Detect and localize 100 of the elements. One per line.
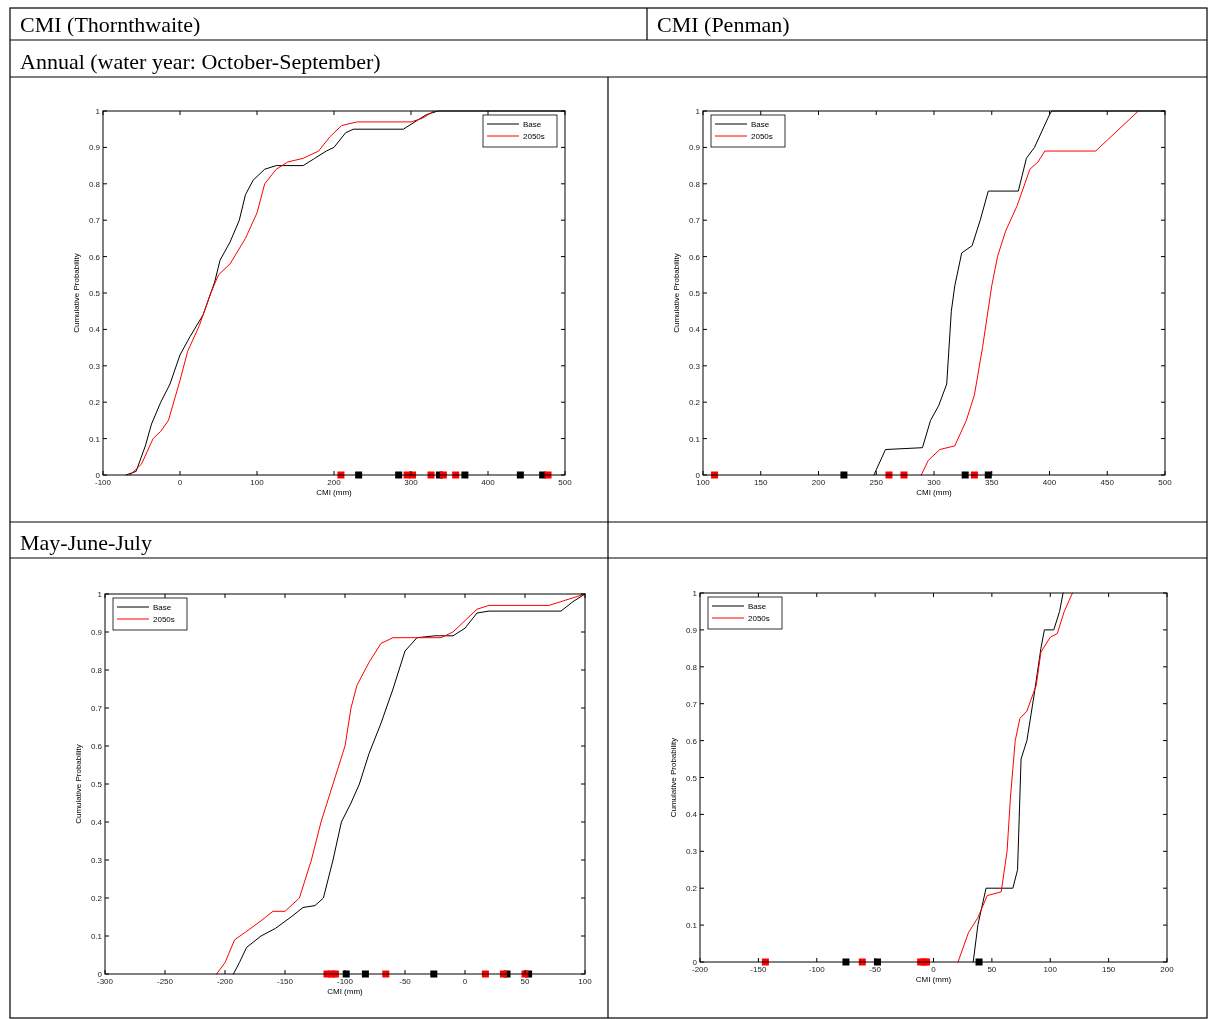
x-tick-label: -250	[156, 977, 174, 986]
y-tick-label: 0.8	[685, 662, 698, 672]
y-tick-label: 0.3	[90, 856, 103, 865]
y-axis-title: Cumulative Probability	[669, 737, 678, 818]
y-axis-title: Cumulative Probability	[672, 253, 681, 333]
y-tick-label: 0.2	[90, 894, 103, 903]
legend-label: Base	[523, 120, 542, 129]
x-tick-label: 50	[520, 977, 530, 986]
x-tick-label: 500	[1158, 478, 1173, 487]
x-tick-label: 100	[1043, 965, 1058, 974]
y-tick-label: 0.1	[90, 932, 103, 941]
y-tick-label: 0.1	[88, 434, 101, 444]
x-tick-label: 0	[462, 977, 468, 986]
y-tick-label: 0.8	[88, 179, 101, 189]
y-tick-label: 1	[695, 107, 701, 116]
y-tick-label: 1	[692, 589, 698, 598]
x-tick-label: -50	[869, 965, 882, 974]
x-axis-title: CMI (mm)	[316, 488, 353, 497]
x-tick-label: 100	[250, 478, 265, 487]
text: CMI (Penman)	[657, 12, 790, 37]
x-tick-label: 400	[481, 478, 496, 487]
x-tick-label: -100	[808, 965, 826, 974]
text: Annual (water year: October-September)	[20, 49, 381, 74]
y-tick-label: 0	[692, 958, 698, 967]
y-tick-label: 0.3	[88, 361, 101, 371]
x-axis-title: CMI (mm)	[327, 987, 364, 996]
text: May-June-July	[20, 530, 152, 555]
x-tick-label: -150	[750, 965, 767, 974]
y-tick-label: 0.4	[685, 810, 698, 820]
y-tick-label: 0.5	[88, 289, 101, 298]
x-tick-label: -100	[336, 977, 354, 986]
line-series	[957, 592, 1073, 963]
x-tick-label: -200	[691, 965, 709, 974]
x-tick-label: 150	[1101, 965, 1116, 974]
y-tick-label: 0.4	[88, 325, 101, 335]
legend-label: Base	[751, 120, 770, 129]
x-tick-label: 200	[1160, 965, 1175, 974]
x-tick-label: 250	[869, 478, 884, 487]
legend-label: Base	[748, 602, 767, 611]
y-tick-label: 0.8	[688, 179, 701, 189]
y-tick-label: 0.6	[90, 742, 103, 751]
y-tick-label: 0.6	[688, 252, 701, 262]
x-tick-label: 100	[696, 478, 711, 487]
legend-label: Base	[153, 603, 172, 612]
y-tick-label: 0.4	[688, 325, 701, 335]
x-tick-label: 200	[811, 478, 826, 487]
x-tick-label: 100	[578, 977, 593, 986]
y-tick-label: 0.3	[685, 847, 698, 857]
y-tick-label: 0.9	[688, 143, 701, 153]
y-tick-label: 0.7	[90, 704, 103, 713]
y-axis-title: Cumulative Probability	[72, 253, 81, 333]
x-tick-label: 350	[985, 478, 999, 487]
legend-label: 2050s	[153, 615, 175, 624]
x-tick-label: 50	[987, 965, 997, 974]
y-tick-label: 0	[695, 471, 701, 480]
x-tick-label: 400	[1042, 478, 1057, 487]
x-tick-label: -150	[276, 977, 294, 986]
y-tick-label: 0.9	[90, 628, 103, 637]
y-tick-label: 0	[95, 471, 101, 480]
x-tick-label: -50	[399, 977, 412, 986]
x-tick-label: 0	[931, 965, 937, 974]
x-tick-label: 300	[927, 478, 942, 487]
y-tick-label: 0.7	[685, 699, 698, 709]
line-series	[129, 110, 435, 476]
y-tick-label: 0.2	[685, 884, 698, 894]
y-tick-label: 0.9	[685, 625, 698, 635]
y-tick-label: 0.1	[688, 434, 701, 444]
y-tick-label: 0.5	[688, 289, 701, 298]
x-tick-label: -100	[94, 478, 112, 487]
legend-label: 2050s	[748, 614, 770, 623]
legend-label: 2050s	[523, 132, 545, 141]
y-tick-label: 0.8	[90, 666, 103, 675]
y-tick-label: 0.5	[90, 780, 103, 789]
y-tick-label: 0.7	[88, 216, 101, 226]
y-tick-label: 0.3	[688, 361, 701, 371]
y-tick-label: 0.6	[685, 736, 698, 746]
x-tick-label: 300	[404, 478, 419, 487]
y-tick-label: 0.6	[88, 252, 101, 262]
y-tick-label: 0.1	[685, 921, 698, 931]
y-tick-label: 0.2	[88, 398, 101, 408]
y-tick-label: 0.7	[688, 216, 701, 226]
x-tick-label: -200	[216, 977, 234, 986]
x-tick-label: -300	[96, 977, 114, 986]
y-axis-title: Cumulative Probability	[74, 744, 83, 824]
x-tick-label: 450	[1100, 478, 1115, 487]
y-tick-label: 0.9	[88, 143, 101, 153]
text: CMI (Thornthwaite)	[20, 12, 201, 37]
x-tick-label: 200	[327, 478, 342, 487]
y-tick-label: 1	[97, 590, 103, 599]
x-tick-label: 0	[177, 478, 183, 487]
legend-label: 2050s	[751, 132, 773, 141]
x-axis-title: CMI (mm)	[916, 488, 953, 497]
x-axis-title: CMI (mm)	[915, 975, 952, 984]
y-tick-label: 0.4	[90, 818, 103, 827]
x-tick-label: 500	[558, 478, 573, 487]
x-tick-label: 150	[754, 478, 768, 487]
line-series	[920, 110, 1139, 476]
y-tick-label: 0.5	[685, 773, 698, 783]
y-tick-label: 1	[95, 107, 101, 116]
y-tick-label: 0.2	[688, 398, 701, 408]
